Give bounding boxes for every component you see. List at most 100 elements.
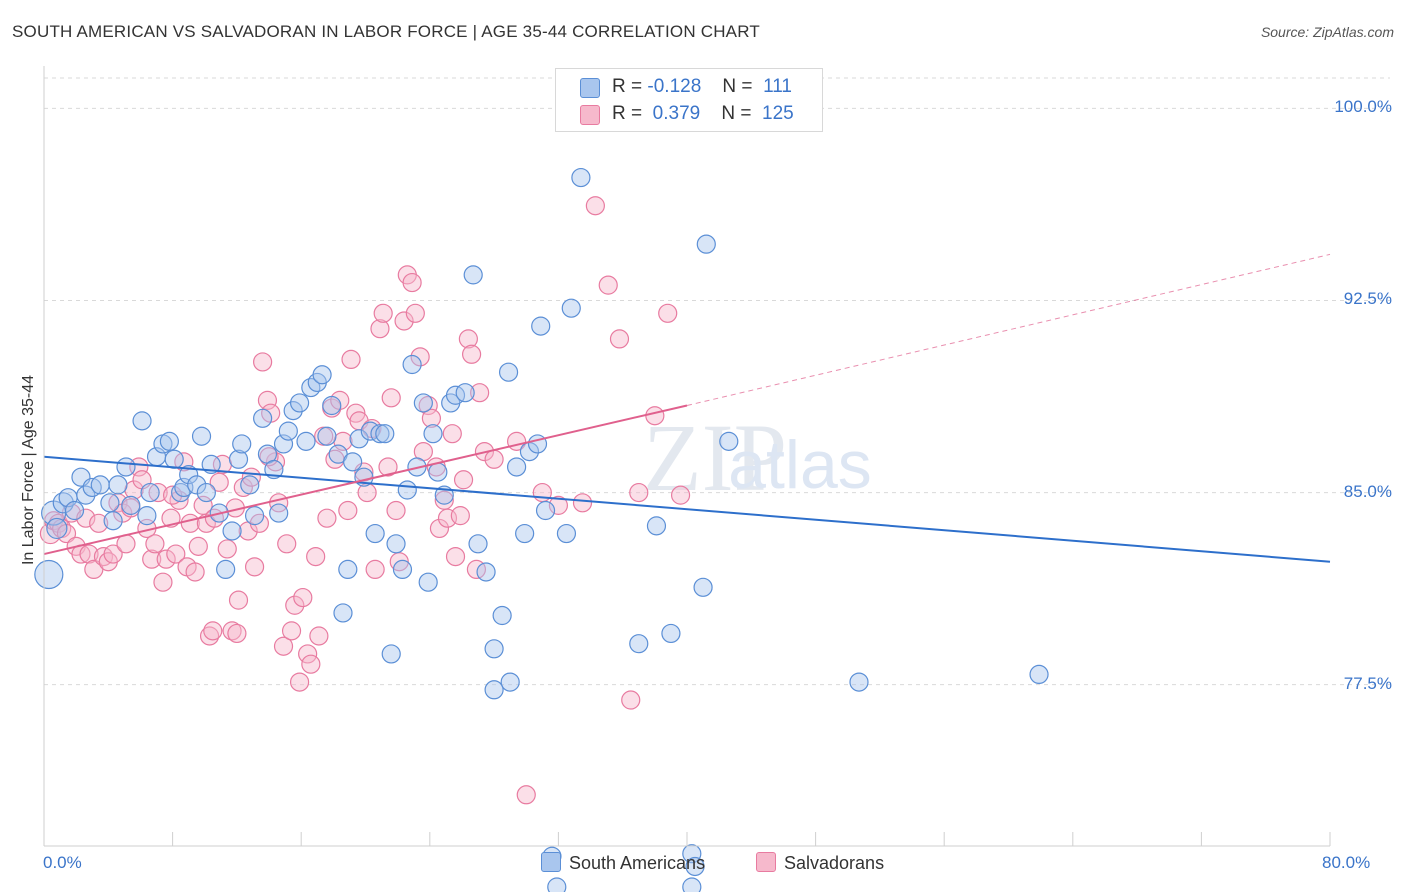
south-americans-point-66 [418, 572, 438, 592]
south-americans-point-48 [322, 395, 342, 416]
salvadorans-point-73 [341, 349, 361, 369]
salvadorans-point-83 [381, 388, 401, 408]
legend-r-value-south: -0.128 [647, 76, 702, 97]
salvadorans-point-74 [346, 403, 366, 423]
salvadorans-point-30 [169, 490, 189, 510]
south-americans-point-81 [515, 523, 535, 544]
legend-swatch-pink [580, 105, 600, 125]
south-americans-point-0 [34, 559, 64, 590]
salvadorans-point-49 [244, 557, 265, 577]
legend-n-value-salv: 125 [762, 103, 794, 124]
south-americans-point-74 [468, 534, 488, 554]
salvadorans-point-65 [309, 626, 329, 646]
salvadorans-point-89 [405, 303, 425, 323]
south-americans-point-39 [273, 434, 294, 454]
trend-line-salvadorans [43, 404, 688, 556]
bottom-legend-south-americans[interactable]: South Americans [541, 852, 705, 874]
south-americans-point-24 [187, 475, 207, 495]
legend-n-label: N = [722, 76, 753, 97]
south-americans-point-106 [137, 506, 157, 526]
legend-swatch-pink [756, 852, 776, 872]
salvadorans-point-60 [289, 672, 310, 692]
south-americans-point-56 [365, 523, 385, 544]
salvadorans-point-124 [227, 623, 247, 644]
legend-label-south: South Americans [569, 853, 706, 873]
south-americans-point-67 [423, 424, 443, 444]
south-americans-point-73 [463, 265, 483, 285]
south-americans-point-44 [301, 377, 321, 398]
south-americans-point-101 [696, 234, 716, 254]
south-americans-point-76 [484, 639, 504, 659]
salvadorans-point-109 [516, 785, 536, 805]
salvadorans-point-86 [394, 311, 414, 331]
south-americans-point-42 [289, 393, 310, 413]
salvadorans-point-67 [317, 508, 337, 528]
salvadorans-point-34 [185, 562, 205, 582]
south-americans-point-10 [100, 493, 120, 513]
watermark-zip: ZIP [643, 404, 787, 511]
legend-r-label: R = [612, 103, 643, 124]
south-americans-point-37 [264, 459, 284, 480]
salvadorans-point-118 [645, 406, 665, 426]
salvadorans-point-42 [217, 539, 237, 559]
south-americans-point-85 [535, 500, 556, 521]
salvadorans-point-98 [442, 424, 462, 444]
south-americans-point-89 [561, 298, 581, 318]
south-americans-point-7 [76, 485, 96, 505]
salvadorans-point-35 [188, 536, 208, 556]
salvadorans-point-122 [203, 621, 223, 641]
south-americans-point-96 [661, 623, 681, 644]
salvadorans-point-116 [621, 690, 641, 710]
bottom-legend-salvadorans[interactable]: Salvadorans [756, 852, 884, 874]
chart-title: SOUTH AMERICAN VS SALVADORAN IN LABOR FO… [12, 22, 760, 41]
salvadorans-point-79 [365, 559, 385, 580]
salvadorans-point-100 [450, 506, 470, 526]
south-americans-point-90 [571, 167, 591, 188]
south-americans-point-62 [397, 480, 417, 500]
south-americans-point-104 [1029, 664, 1049, 685]
salvadorans-point-45 [228, 590, 249, 610]
south-americans-point-57 [370, 424, 390, 444]
y-tick-label-0: 77.5% [1343, 673, 1392, 693]
salvadorans-point-95 [429, 518, 450, 539]
south-americans-point-13 [116, 457, 136, 477]
salvadorans-point-24 [145, 534, 165, 554]
salvadorans-point-52 [257, 390, 278, 410]
salvadorans-point-8 [76, 508, 96, 528]
south-americans-point-34 [244, 506, 265, 526]
south-americans-point-60 [386, 534, 406, 554]
salvadorans-point-93 [421, 408, 442, 428]
y-tick-label-3: 100.0% [1334, 97, 1392, 117]
salvadorans-point-120 [670, 485, 691, 505]
salvadorans-point-82 [378, 457, 398, 477]
south-americans-point-94 [629, 634, 649, 654]
south-americans-point-98 [693, 577, 713, 597]
south-americans-point-103 [849, 672, 869, 692]
salvadorans-point-117 [629, 482, 649, 503]
south-americans-point-84 [531, 316, 551, 336]
south-americans-point-25 [191, 426, 212, 446]
salvadorans-point-38 [199, 626, 220, 646]
salvadorans-point-63 [301, 654, 321, 674]
watermark-atlas: atlas [728, 427, 872, 503]
legend-r-label: R = [612, 76, 643, 97]
trend-line-salvadorans-extension [686, 253, 1331, 406]
x-tick-label-max: 80.0% [1322, 853, 1371, 872]
south-americans-point-80 [507, 457, 527, 477]
axes [43, 66, 1331, 847]
x-tick-label-min: 0.0% [43, 853, 82, 872]
south-americans-point-99 [682, 844, 702, 864]
y-tick-label-1: 85.0% [1343, 481, 1392, 501]
salvadorans-point-119 [658, 303, 678, 323]
trend-lines [43, 253, 1331, 563]
salvadorans-point-9 [79, 544, 99, 564]
salvadorans-point-113 [585, 196, 605, 216]
source-credit: Source: ZipAtlas.com [1260, 24, 1394, 40]
salvadorans-point-29 [166, 544, 186, 564]
salvadorans-point-101 [453, 470, 474, 490]
salvadorans-point-25 [148, 482, 168, 503]
south-americans-point-15 [132, 411, 152, 431]
south-americans-point-41 [283, 401, 303, 421]
salvadorans-point-80 [370, 319, 390, 339]
